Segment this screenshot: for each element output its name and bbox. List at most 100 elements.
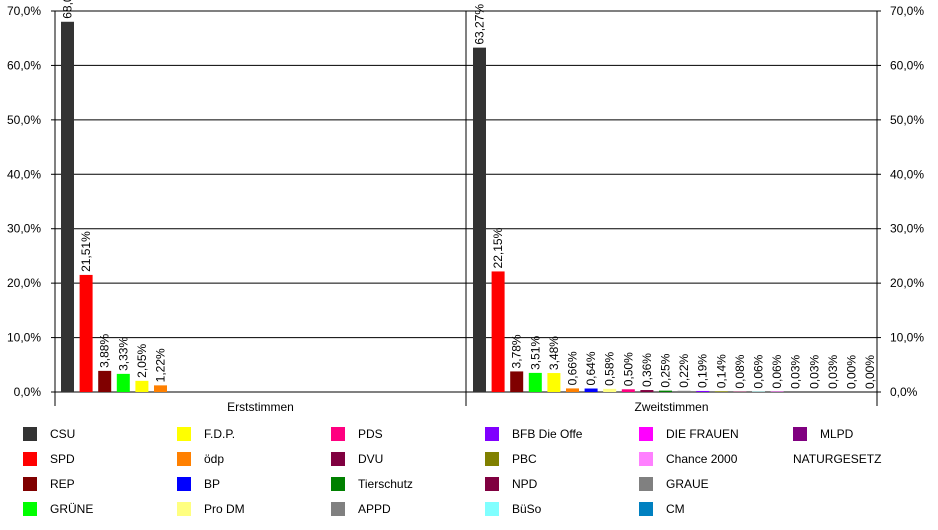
bar-gr-ne [116, 373, 130, 392]
category-label-erststimmen: Erststimmen [227, 400, 294, 414]
legend-swatch [177, 452, 191, 466]
legend-swatch [639, 427, 653, 441]
data-label: 68,02% [61, 0, 75, 19]
bar-spd [491, 271, 505, 392]
data-label: 0,50% [621, 352, 635, 386]
y-tick-label-right: 60,0% [890, 58, 924, 72]
y-tick-label-left: 20,0% [7, 276, 41, 290]
bar-pbc [714, 391, 728, 392]
y-tick-label-right: 50,0% [890, 113, 924, 127]
legend-label: F.D.P. [204, 427, 236, 441]
legend-swatch [639, 502, 653, 516]
legend-swatch [331, 427, 345, 441]
legend-swatch [23, 477, 37, 491]
legend-swatch [331, 452, 345, 466]
legend-label: PDS [358, 427, 383, 441]
data-label: 0,58% [603, 351, 617, 385]
y-tick-label-left: 30,0% [7, 222, 41, 236]
legend-swatch [485, 452, 499, 466]
y-tick-label-left: 70,0% [7, 4, 41, 18]
legend-label: NATURGESETZ [793, 452, 882, 466]
bar-f-d-p- [135, 380, 149, 392]
legend-item: NATURGESETZ [793, 450, 881, 468]
legend-swatch [485, 502, 499, 516]
legend-item: APPD [331, 500, 391, 518]
bar-bp [584, 388, 598, 392]
data-label: 22,15% [491, 227, 505, 268]
legend-item: NPD [485, 475, 537, 493]
legend-label: Tierschutz [358, 477, 413, 491]
data-label: 0,66% [566, 351, 580, 385]
data-label: 0,14% [714, 354, 728, 388]
bar-tierschutz [659, 390, 672, 392]
legend-label: Pro DM [204, 502, 245, 516]
data-label: 0,19% [696, 354, 710, 388]
data-label: 0,03% [826, 354, 840, 388]
legend-label: BP [204, 477, 221, 491]
bar-spd [79, 274, 93, 392]
legend-label: REP [50, 477, 75, 491]
bar-csu [473, 47, 486, 392]
bar-rep [510, 371, 524, 392]
legend-item: F.D.P. [177, 425, 235, 443]
bar-pro-dm [603, 388, 617, 392]
legend-item: PDS [331, 425, 383, 443]
bar-rep [98, 370, 112, 392]
data-label: 0,00% [863, 355, 877, 389]
legend-label: CM [666, 502, 685, 516]
y-tick-label-right: 40,0% [890, 167, 924, 181]
chart-legend: CSU SPD REP GRÜNE F.D.P. ödp BP Pro DM PDS DVU Tie… [0, 422, 938, 526]
legend-item: CSU [23, 425, 75, 443]
legend-swatch [485, 427, 499, 441]
data-label: 0,03% [789, 354, 803, 388]
legend-label: DIE FRAUEN [666, 427, 739, 441]
legend-swatch [331, 477, 345, 491]
y-tick-label-right: 10,0% [890, 331, 924, 345]
data-label: 63,27% [473, 4, 487, 45]
legend-swatch [177, 477, 191, 491]
legend-item: BP [177, 475, 220, 493]
legend-label: APPD [358, 502, 391, 516]
data-label: 0,22% [677, 353, 691, 387]
y-tick-label-left: 40,0% [7, 167, 41, 181]
legend-label: CSU [50, 427, 76, 441]
legend-item: Pro DM [177, 500, 245, 518]
legend-swatch [639, 477, 653, 491]
legend-item: BFB Die Offe [485, 425, 582, 443]
legend-label: Chance 2000 [666, 452, 738, 466]
bar-bfb-die-offe [696, 390, 710, 392]
legend-label: GRÜNE [50, 502, 94, 516]
data-label: 0,06% [752, 354, 766, 388]
y-tick-label-right: 20,0% [890, 276, 924, 290]
data-label: 0,06% [770, 354, 784, 388]
y-tick-label-left: 50,0% [7, 113, 41, 127]
legend-item: SPD [23, 450, 75, 468]
legend-swatch [23, 452, 37, 466]
y-tick-label-left: 60,0% [7, 58, 41, 72]
legend-swatch [639, 452, 653, 466]
legend-swatch [793, 427, 807, 441]
legend-swatch [177, 502, 191, 516]
bar-pds [621, 389, 635, 392]
legend-swatch [23, 502, 37, 516]
bar-gr-ne [528, 372, 542, 392]
data-label: 0,36% [640, 353, 654, 387]
legend-label: ödp [204, 452, 225, 466]
data-label: 0,25% [659, 353, 673, 387]
legend-swatch [23, 427, 37, 441]
legend-label: BüSo [512, 502, 542, 516]
bar-dvu [640, 390, 654, 392]
data-label: 21,51% [79, 231, 93, 272]
election-bar-chart: 0,0% 0,0% 10,0% 10,0% 20,0% 20,0% 30,0% 30,0% 40… [7, 0, 924, 414]
legend-item: REP [23, 475, 75, 493]
data-label: 3,78% [510, 334, 524, 368]
legend-item: MLPD [793, 425, 853, 443]
data-label: 0,00% [845, 355, 859, 389]
legend-label: SPD [50, 452, 75, 466]
data-label: 1,22% [154, 348, 168, 382]
data-label: 2,05% [135, 343, 149, 377]
data-label: 3,51% [528, 336, 542, 370]
legend-item: DVU [331, 450, 383, 468]
legend-label: DVU [358, 452, 384, 466]
y-tick-label-right: 30,0% [890, 222, 924, 236]
